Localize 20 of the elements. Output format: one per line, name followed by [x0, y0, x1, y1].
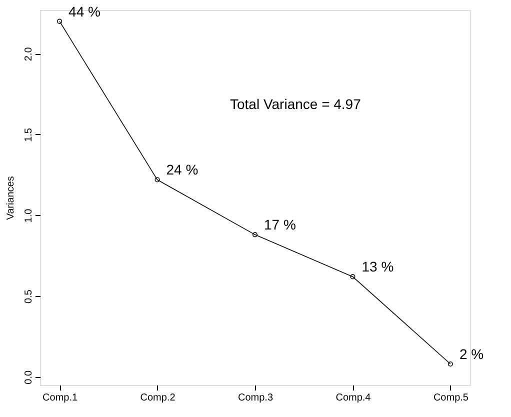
annotation: 44 %	[68, 3, 100, 20]
point	[350, 274, 356, 280]
annotation: 13 %	[362, 258, 394, 275]
point	[154, 177, 160, 182]
y-tick-label: 1.0	[24, 208, 34, 223]
x-tick-label: Comp.5	[433, 392, 469, 404]
annotation: 2 %	[459, 346, 484, 362]
y-tick-label: 2.0	[24, 46, 34, 62]
annotation: 24 %	[166, 162, 198, 178]
x-tick-label: Comp.2	[140, 392, 176, 404]
y-tick-label: 0.0	[24, 370, 34, 384]
point	[252, 232, 258, 238]
y-tick-label: 1.5	[24, 128, 34, 142]
y-tick-label: 0.5	[24, 289, 34, 304]
annotation: Total Variance = 4.97	[230, 96, 362, 112]
y-axis-title: Variances	[6, 176, 16, 220]
annotation: 17 %	[264, 216, 296, 233]
x-tick-label: Comp.4	[336, 392, 372, 404]
x-tick-label: Comp.3	[238, 392, 274, 404]
x-tick-label: Comp.1	[42, 392, 78, 404]
